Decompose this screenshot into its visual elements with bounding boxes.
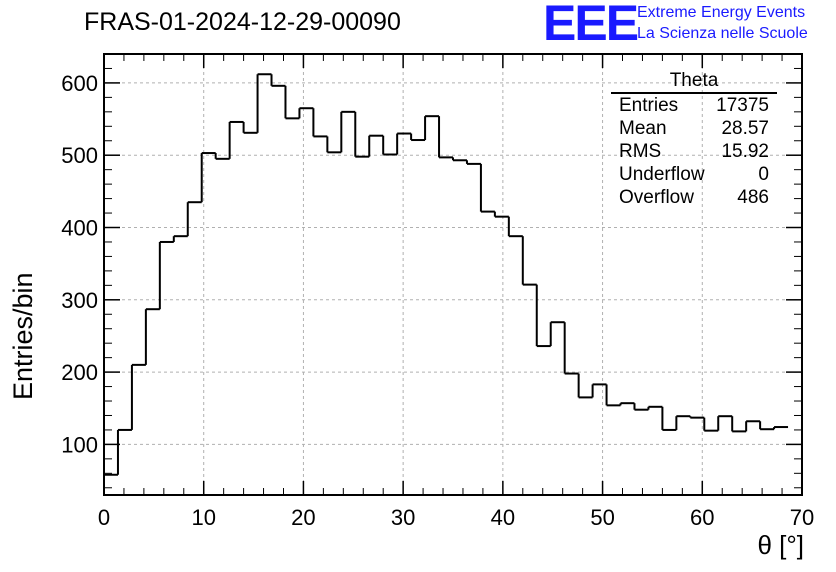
stats-value: 28.57 [721, 118, 769, 139]
logo-line-1: Extreme Energy Events [637, 4, 806, 21]
stats-row-rms: RMS 15.92 [611, 140, 777, 163]
logo-line-2: La Scienza nelle Scuole [637, 25, 808, 42]
y-tick-label: 100 [61, 432, 98, 457]
stats-value: 17375 [716, 95, 769, 116]
stats-label: RMS [619, 141, 662, 162]
y-axis-label: Entries/bin [8, 272, 38, 400]
stats-row-overflow: Overflow 486 [611, 186, 777, 209]
chart-title: FRAS-01-2024-12-29-00090 [84, 8, 401, 36]
stats-value: 486 [737, 187, 769, 208]
stats-row-underflow: Underflow 0 [611, 163, 777, 186]
x-tick-label: 60 [690, 505, 714, 530]
x-tick-label: 20 [291, 505, 315, 530]
stats-value: 0 [758, 164, 769, 185]
axis-ticks [103, 53, 803, 495]
eee-logo: EEE [543, 0, 639, 51]
stats-box: Theta Entries 17375 Mean 28.57 RMS 15.92 Un… [611, 70, 777, 209]
stats-label: Entries [619, 95, 679, 116]
histogram-series [104, 73, 789, 476]
grid-lines [104, 54, 802, 495]
x-tick-label: 50 [590, 505, 614, 530]
x-tick-label: 0 [98, 505, 110, 530]
y-tick-label: 200 [61, 360, 98, 385]
stats-label: Overflow [619, 187, 694, 208]
x-axis-label: θ [°] [757, 530, 804, 560]
stats-label: Underflow [619, 164, 705, 185]
plot-frame [103, 53, 803, 496]
stats-row-entries: Entries 17375 [611, 94, 777, 117]
stats-label: Mean [619, 118, 667, 139]
x-tick-label: 10 [191, 505, 215, 530]
x-tick-label: 70 [790, 505, 814, 530]
stats-box-name: Theta [611, 70, 777, 94]
stats-row-mean: Mean 28.57 [611, 117, 777, 140]
x-tick-label: 30 [391, 505, 415, 530]
y-tick-label: 400 [61, 216, 98, 241]
stats-value: 15.92 [721, 141, 769, 162]
y-tick-label: 600 [61, 71, 98, 96]
x-tick-label: 40 [491, 505, 515, 530]
tick-labels: 0 10 20 30 40 50 60 70 100 200 300 400 500 600 [61, 71, 814, 530]
y-tick-label: 500 [61, 143, 98, 168]
y-tick-label: 300 [61, 288, 98, 313]
